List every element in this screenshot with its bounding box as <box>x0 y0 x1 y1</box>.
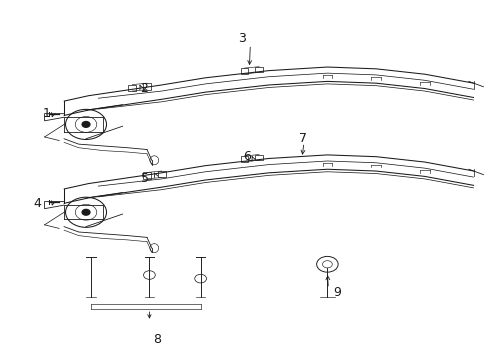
Text: 8: 8 <box>152 333 161 346</box>
Bar <box>158 171 165 177</box>
Bar <box>143 172 151 179</box>
Bar <box>128 85 136 91</box>
Bar <box>240 156 248 162</box>
Text: 6: 6 <box>243 150 250 163</box>
Bar <box>255 154 263 160</box>
Text: 3: 3 <box>238 32 245 45</box>
Bar <box>255 67 263 72</box>
Circle shape <box>82 210 90 215</box>
Text: 7: 7 <box>298 132 306 145</box>
Text: 9: 9 <box>332 287 341 300</box>
Bar <box>143 83 151 90</box>
Circle shape <box>82 122 90 127</box>
Bar <box>240 68 248 74</box>
Text: 4: 4 <box>33 197 41 210</box>
Text: 1: 1 <box>43 107 51 120</box>
Text: 2: 2 <box>141 82 148 95</box>
Text: 5: 5 <box>140 172 148 185</box>
